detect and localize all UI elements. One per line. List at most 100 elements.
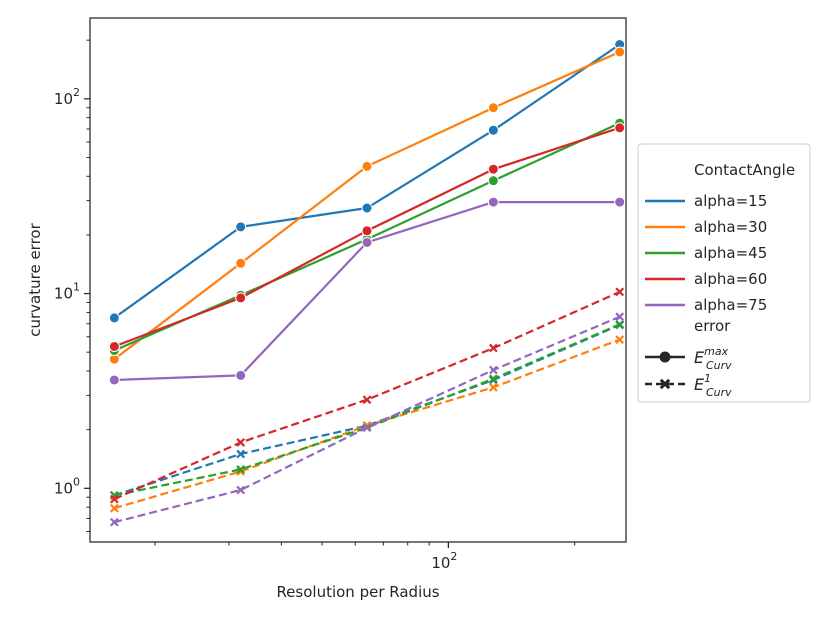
x-marker-stroke [109, 517, 119, 527]
point-l1-alpha=45 [236, 465, 246, 474]
legend-style-label: E1 Curv [694, 372, 732, 399]
x-tick-exponent: 2 [450, 550, 457, 563]
legend: ContactAngle alpha=15alpha=30alpha=45alp… [637, 143, 811, 403]
point-l1-alpha=60 [615, 287, 625, 297]
point-max-alpha=30 [487, 102, 499, 114]
legend-style-base: E [694, 375, 705, 394]
x-marker-stroke [362, 423, 372, 432]
x-marker-stroke [236, 465, 246, 474]
x-marker-stroke [488, 374, 498, 384]
point-max-alpha=30 [235, 257, 247, 269]
legend-label: alpha=60 [694, 270, 767, 288]
point-max-alpha=75 [361, 236, 373, 248]
point-l1-alpha=45 [615, 319, 625, 329]
point-l1-alpha=30 [488, 382, 498, 392]
point-max-alpha=60 [108, 340, 120, 352]
point-l1-alpha=75 [362, 423, 372, 432]
y-tick-exponent: 0 [73, 475, 80, 488]
x-marker-stroke [615, 335, 625, 345]
point-max-alpha=15 [108, 312, 120, 324]
x-marker-stroke [488, 343, 498, 353]
x-marker-stroke [615, 319, 625, 329]
legend-label: alpha=30 [694, 218, 767, 236]
x-marker-stroke [488, 365, 498, 375]
legend-style-title: error [694, 317, 731, 335]
legend-style-entry: E1 Curv [645, 372, 732, 399]
legend-entry-alpha=45: alpha=45 [645, 244, 767, 262]
y-tick-exponent: 1 [73, 281, 80, 294]
legend-style-label: Emax Curv [694, 345, 732, 372]
x-marker-stroke [236, 485, 246, 495]
legend-label: alpha=15 [694, 192, 767, 210]
x-marker-stroke [362, 395, 372, 405]
point-max-alpha=60 [614, 122, 626, 134]
legend-label: alpha=75 [694, 296, 767, 314]
legend-style-circle-marker [659, 351, 671, 363]
point-max-alpha=75 [614, 196, 626, 208]
point-l1-alpha=60 [488, 343, 498, 353]
legend-style-sub: Curv [706, 359, 732, 372]
x-marker-stroke [615, 312, 625, 322]
series-layer [108, 39, 626, 527]
legend-entry-alpha=75: alpha=75 [645, 296, 767, 314]
legend-series-entries: alpha=15 alpha=30 alpha=45 alpha=60 alpha=75 [645, 192, 767, 314]
point-max-alpha=60 [235, 292, 247, 304]
line-l1-alpha=15 [113, 323, 621, 497]
y-tick-exponent: 2 [73, 86, 80, 99]
point-l1-alpha=15 [236, 449, 246, 459]
legend-label: alpha=45 [694, 244, 767, 262]
point-l1-alpha=30 [615, 335, 625, 345]
y-tick-base: 10 [54, 285, 73, 303]
legend-style-x-marker [659, 378, 671, 390]
point-l1-alpha=60 [109, 494, 119, 504]
y-tick-base: 10 [54, 90, 73, 108]
point-l1-alpha=75 [488, 365, 498, 375]
series-alpha=30 [108, 46, 626, 513]
x-tick-base: 10 [431, 554, 450, 572]
legend-style-base: E [694, 348, 705, 367]
legend-style-sup: max [704, 345, 728, 358]
x-marker-stroke [236, 438, 246, 447]
x-marker-stroke [109, 494, 119, 504]
legend-hue-title: ContactAngle [694, 161, 795, 179]
point-l1-alpha=60 [362, 395, 372, 405]
series-alpha=60 [108, 122, 626, 504]
x-axis-label: Resolution per Radius [276, 583, 439, 601]
legend-style-entry: Emax Curv [645, 345, 732, 372]
legend-frame [637, 143, 811, 403]
point-l1-alpha=75 [615, 312, 625, 322]
point-max-alpha=30 [614, 46, 626, 58]
x-marker-stroke [236, 467, 246, 476]
point-l1-alpha=30 [109, 503, 119, 513]
x-marker-stroke [109, 503, 119, 513]
x-tick-label: 102 [431, 550, 457, 572]
point-max-alpha=15 [235, 221, 247, 233]
point-l1-alpha=60 [236, 438, 246, 447]
y-tick-label: 102 [54, 86, 80, 108]
y-tick-base: 10 [54, 479, 73, 497]
x-marker-stroke [488, 382, 498, 392]
legend-entry-alpha=60: alpha=60 [645, 270, 767, 288]
legend-entry-alpha=30: alpha=30 [645, 218, 767, 236]
point-max-alpha=15 [361, 202, 373, 214]
y-tick-label: 101 [54, 281, 80, 303]
y-tick-label: 100 [54, 475, 80, 497]
point-l1-alpha=75 [236, 485, 246, 495]
point-max-alpha=60 [361, 225, 373, 237]
point-l1-alpha=75 [109, 517, 119, 527]
point-max-alpha=60 [487, 163, 499, 175]
point-max-alpha=75 [235, 369, 247, 381]
point-max-alpha=30 [361, 160, 373, 172]
series-alpha=75 [108, 196, 626, 527]
y-axis-label: curvature error [26, 222, 44, 336]
legend-style-sub: Curv [706, 386, 732, 399]
line-l1-alpha=45 [114, 323, 621, 497]
x-marker-stroke [236, 449, 246, 459]
legend-entry-alpha=15: alpha=15 [645, 192, 767, 210]
plot-area [89, 17, 627, 543]
point-max-alpha=45 [487, 175, 499, 187]
x-marker-stroke [615, 287, 625, 297]
